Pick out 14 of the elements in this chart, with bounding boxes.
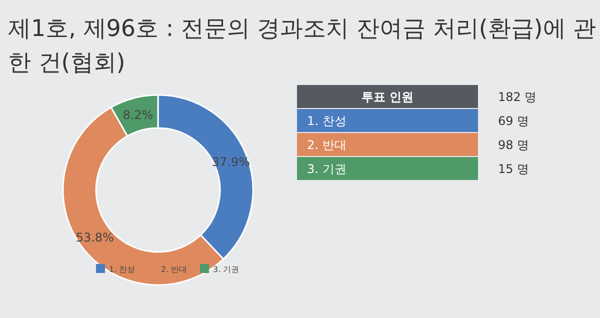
data-label: 53.8% [76, 230, 114, 245]
text: 15 명 [498, 162, 530, 176]
category-label: 2. 반대 [307, 138, 346, 152]
text: 투표 인원 [361, 90, 414, 104]
legend-label: 3. 기권 [213, 265, 240, 274]
category-label: 3. 기권 [307, 162, 346, 176]
text: 98 명 [498, 138, 530, 152]
text: 69 명 [498, 114, 530, 128]
slice-label: 1. 찬성 [307, 114, 346, 128]
text: 182 명 [498, 90, 537, 104]
title: 제1호, 제96호 : 전문의 경과조치 잔여금 처리(환급)에 관한 건(협회) [8, 16, 596, 76]
slice-label: 2. 반대 [161, 265, 188, 274]
data-label: 8.2% [122, 108, 154, 122]
legend-label: 1. 찬성 [109, 265, 136, 274]
